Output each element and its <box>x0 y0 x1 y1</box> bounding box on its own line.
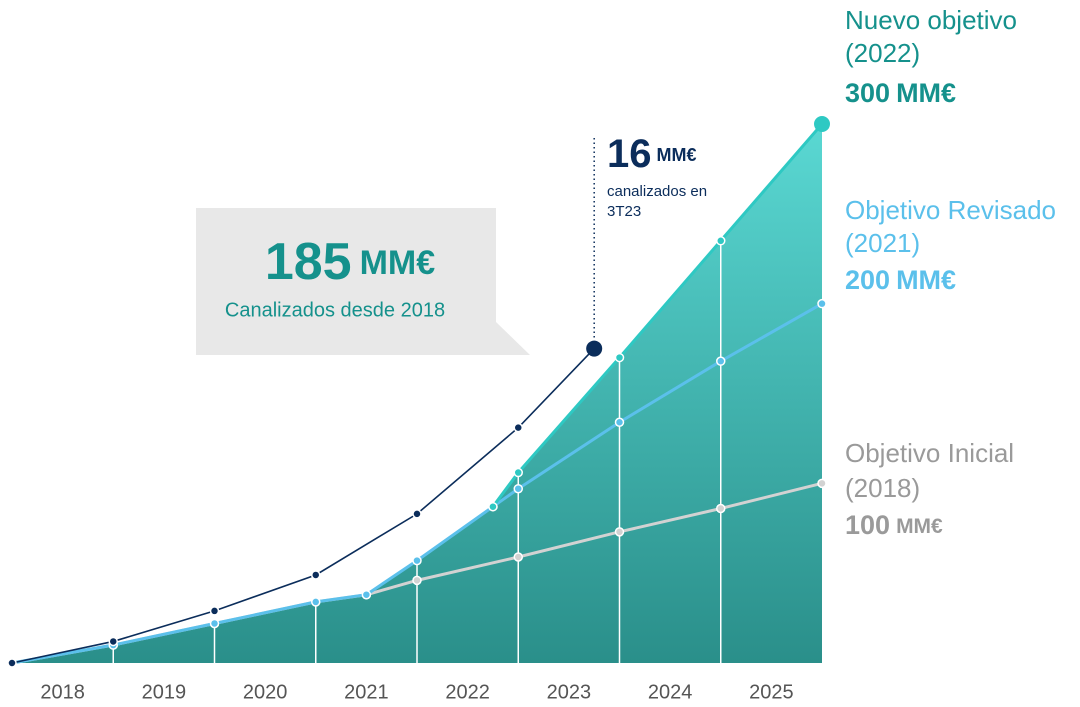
data-point <box>817 298 827 309</box>
quarter-text: canalizados en <box>607 183 707 200</box>
data-point <box>614 417 625 427</box>
total-value: 185 <box>265 233 352 291</box>
legend-period: (2022) <box>845 38 920 68</box>
data-point <box>209 618 220 629</box>
data-point <box>814 116 830 132</box>
quarter-unit: MM€ <box>657 145 697 165</box>
legend-period: (2018) <box>845 473 920 503</box>
x-tick-label: 2024 <box>648 681 693 703</box>
total-unit: MM€ <box>360 244 436 282</box>
data-point <box>513 552 523 562</box>
legend-target-unit: MM€ <box>896 78 956 108</box>
x-tick-label: 2020 <box>243 681 288 703</box>
legend-target-value: 200 <box>845 265 890 295</box>
data-point <box>108 636 118 647</box>
legend-target-unit: MM€ <box>896 265 956 295</box>
data-point <box>513 422 523 433</box>
legend-target: 300 MM€ <box>845 78 956 108</box>
x-tick-label: 2021 <box>344 681 389 703</box>
quarter-annotation: 16 MM€ <box>607 132 697 176</box>
total-text: Canalizados desde 2018 <box>225 299 445 321</box>
x-tick-label: 2018 <box>40 681 85 703</box>
total-annotation: 185 MM€ <box>265 233 435 291</box>
x-tick-label: 2023 <box>547 681 592 703</box>
data-point <box>716 236 726 246</box>
x-tick-label: 2022 <box>445 681 490 703</box>
data-point <box>412 555 422 566</box>
legend-target-value: 300 <box>845 78 890 108</box>
legend-target: 100 MM€ <box>845 510 943 540</box>
x-tick-label: 2025 <box>749 681 794 703</box>
legend-name: Objetivo Inicial <box>845 438 1014 468</box>
data-point <box>513 467 523 478</box>
legend-period: (2021) <box>845 228 920 258</box>
legend-target-unit: MM€ <box>896 515 943 538</box>
data-point <box>361 589 372 600</box>
data-point <box>716 356 726 366</box>
data-point <box>412 575 422 586</box>
data-point <box>513 483 523 494</box>
data-point <box>817 478 827 489</box>
legend-name: Nuevo objetivo <box>845 5 1017 35</box>
quarter-value: 16 <box>607 132 652 176</box>
data-point <box>614 352 625 363</box>
data-point <box>209 606 220 616</box>
data-point <box>311 570 321 580</box>
data-point <box>586 340 603 357</box>
data-point <box>412 509 422 519</box>
callout-box <box>196 208 530 355</box>
data-point <box>311 597 321 607</box>
quarter-text: 3T23 <box>607 203 641 220</box>
data-point <box>488 501 498 512</box>
data-point <box>614 527 625 537</box>
legend-target-value: 100 <box>845 510 890 540</box>
data-point <box>716 503 726 514</box>
legend-target: 200 MM€ <box>845 265 956 295</box>
x-tick-label: 2019 <box>142 681 187 703</box>
data-point <box>7 658 17 668</box>
legend-name: Objetivo Revisado <box>845 195 1056 225</box>
